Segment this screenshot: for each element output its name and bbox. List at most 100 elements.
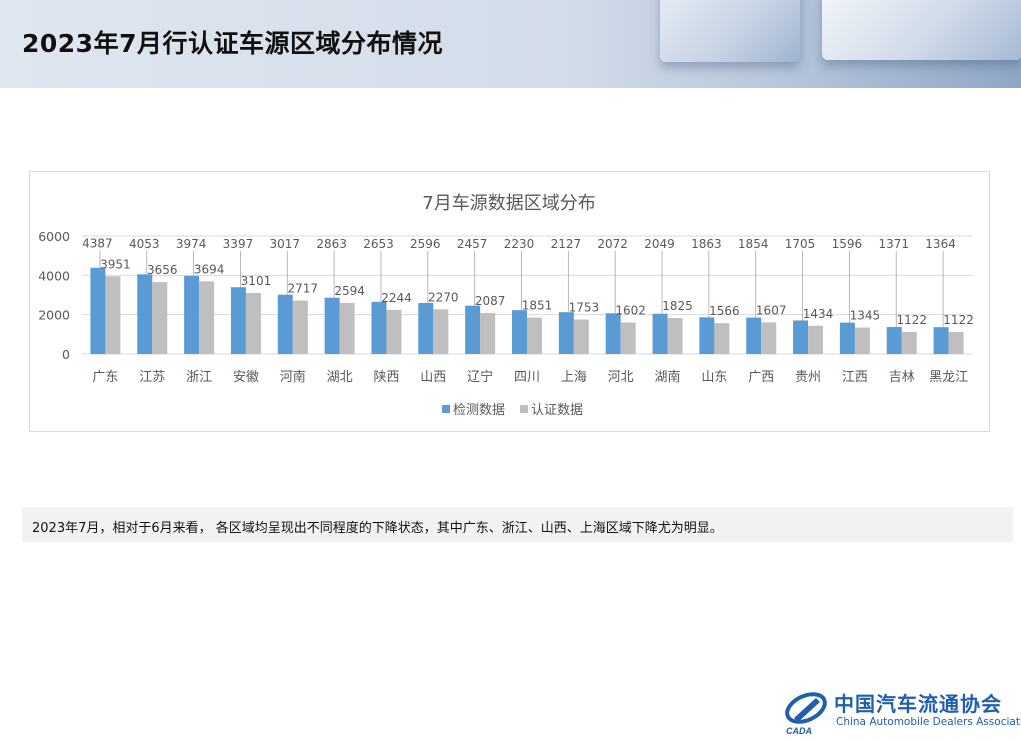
data-label-检测数据: 2596 <box>410 237 441 251</box>
cada-logo-icon: CADA <box>785 692 827 736</box>
x-tick-label: 河北 <box>608 370 634 385</box>
data-label-检测数据: 3397 <box>223 237 254 251</box>
data-label-检测数据: 2230 <box>504 237 535 251</box>
cada-logo: CADA 中国汽车流通协会 China Automobile Dealers A… <box>780 684 1021 736</box>
data-label-检测数据: 3974 <box>176 237 207 251</box>
y-tick-label: 0 <box>62 347 70 362</box>
data-label-检测数据: 3017 <box>270 237 301 251</box>
data-label-检测数据: 1854 <box>738 237 769 251</box>
x-tick-label: 吉林 <box>889 370 915 385</box>
data-label-检测数据: 1371 <box>878 237 909 251</box>
bar-检测数据 <box>558 312 574 354</box>
decorative-cube <box>822 0 1021 60</box>
bar-认证数据 <box>667 318 683 354</box>
data-label-认证数据: 1122 <box>896 313 927 327</box>
x-tick-label: 广西 <box>748 370 774 385</box>
legend-label: 检测数据 <box>453 403 505 418</box>
data-label-认证数据: 3694 <box>194 262 225 276</box>
bar-检测数据 <box>184 275 200 354</box>
data-label-认证数据: 2270 <box>428 290 459 304</box>
chart-title: 7月车源数据区域分布 <box>422 193 595 214</box>
y-tick-label: 6000 <box>38 229 70 244</box>
bar-检测数据 <box>839 322 855 354</box>
data-label-认证数据: 1753 <box>569 301 600 315</box>
bar-认证数据 <box>433 309 449 354</box>
data-label-检测数据: 4387 <box>82 237 113 251</box>
x-tick-label: 贵州 <box>795 370 821 385</box>
data-label-认证数据: 2594 <box>334 284 365 298</box>
x-tick-label: 山东 <box>701 370 727 385</box>
bar-检测数据 <box>137 274 153 354</box>
bar-认证数据 <box>620 322 636 354</box>
data-label-认证数据: 3951 <box>100 257 131 271</box>
data-label-检测数据: 1364 <box>925 237 956 251</box>
bar-认证数据 <box>245 293 261 354</box>
bar-认证数据 <box>339 302 355 354</box>
x-tick-label: 山西 <box>420 370 446 385</box>
summary-text: 2023年7月，相对于6月来看， 各区域均呈现出不同程度的下降状态，其中广东、浙… <box>32 521 723 536</box>
bar-检测数据 <box>230 287 246 354</box>
bar-认证数据 <box>854 327 870 354</box>
bar-检测数据 <box>512 310 527 354</box>
logo-english-name: China Automobile Dealers Association <box>836 716 1021 728</box>
bar-认证数据 <box>808 325 824 354</box>
decorative-cube <box>660 0 800 62</box>
bar-检测数据 <box>465 305 481 354</box>
data-label-认证数据: 2244 <box>381 291 412 305</box>
x-tick-label: 四川 <box>514 370 540 385</box>
bar-检测数据 <box>793 320 809 354</box>
bar-认证数据 <box>573 319 589 354</box>
data-label-认证数据: 1345 <box>850 309 881 323</box>
x-tick-label: 江西 <box>842 370 868 385</box>
data-label-检测数据: 2863 <box>316 237 347 251</box>
legend-swatch <box>520 405 528 413</box>
data-label-认证数据: 2087 <box>475 294 506 308</box>
bar-认证数据 <box>901 331 917 354</box>
data-label-认证数据: 1566 <box>709 304 740 318</box>
bar-认证数据 <box>199 281 215 354</box>
data-label-检测数据: 1705 <box>785 237 816 251</box>
data-label-认证数据: 1434 <box>803 307 834 321</box>
data-label-认证数据: 1851 <box>522 299 553 313</box>
bar-认证数据 <box>527 317 542 354</box>
legend-label: 认证数据 <box>531 403 583 418</box>
bar-chart: 7月车源数据区域分布 0 2000 4000 6000 4387 3951 广东 4053 365… <box>38 193 974 418</box>
bar-认证数据 <box>761 322 777 354</box>
data-label-认证数据: 3656 <box>147 263 178 277</box>
data-label-检测数据: 4053 <box>129 237 160 251</box>
bar-检测数据 <box>277 294 293 354</box>
x-tick-label: 湖北 <box>327 370 353 385</box>
bar-认证数据 <box>480 312 496 354</box>
bar-检测数据 <box>699 317 715 354</box>
data-label-认证数据: 2717 <box>288 282 319 296</box>
bar-检测数据 <box>933 327 949 354</box>
x-tick-label: 江苏 <box>139 369 165 385</box>
data-label-认证数据: 1825 <box>662 299 693 313</box>
x-tick-label: 黑龙江 <box>929 370 968 385</box>
data-label-认证数据: 1607 <box>756 303 787 317</box>
bar-检测数据 <box>652 313 668 354</box>
bar-检测数据 <box>886 327 902 354</box>
bar-认证数据 <box>152 282 168 354</box>
x-tick-label: 河南 <box>280 369 306 385</box>
data-label-检测数据: 2127 <box>551 237 582 251</box>
x-tick-label: 广东 <box>92 370 118 385</box>
data-label-认证数据: 1602 <box>615 303 646 317</box>
chart-container: 7月车源数据区域分布 0 2000 4000 6000 4387 3951 广东 4053 365… <box>29 171 990 432</box>
data-label-检测数据: 2072 <box>597 237 628 251</box>
x-tick-label: 辽宁 <box>467 369 493 385</box>
data-label-认证数据: 3101 <box>241 274 272 288</box>
bar-认证数据 <box>292 300 308 354</box>
y-tick-label: 2000 <box>38 308 70 323</box>
data-label-检测数据: 1863 <box>691 237 722 251</box>
y-tick-label: 4000 <box>38 268 70 283</box>
bar-检测数据 <box>90 267 106 354</box>
x-tick-label: 陕西 <box>373 370 399 385</box>
x-tick-label: 浙江 <box>186 370 212 385</box>
page-title: 2023年7月行认证车源区域分布情况 <box>22 29 443 58</box>
bar-认证数据 <box>386 309 402 354</box>
bar-认证数据 <box>105 276 121 354</box>
legend-swatch <box>442 405 450 413</box>
logo-chinese-name: 中国汽车流通协会 <box>834 692 1002 716</box>
summary-box: 2023年7月，相对于6月来看， 各区域均呈现出不同程度的下降状态，其中广东、浙… <box>22 507 1013 542</box>
